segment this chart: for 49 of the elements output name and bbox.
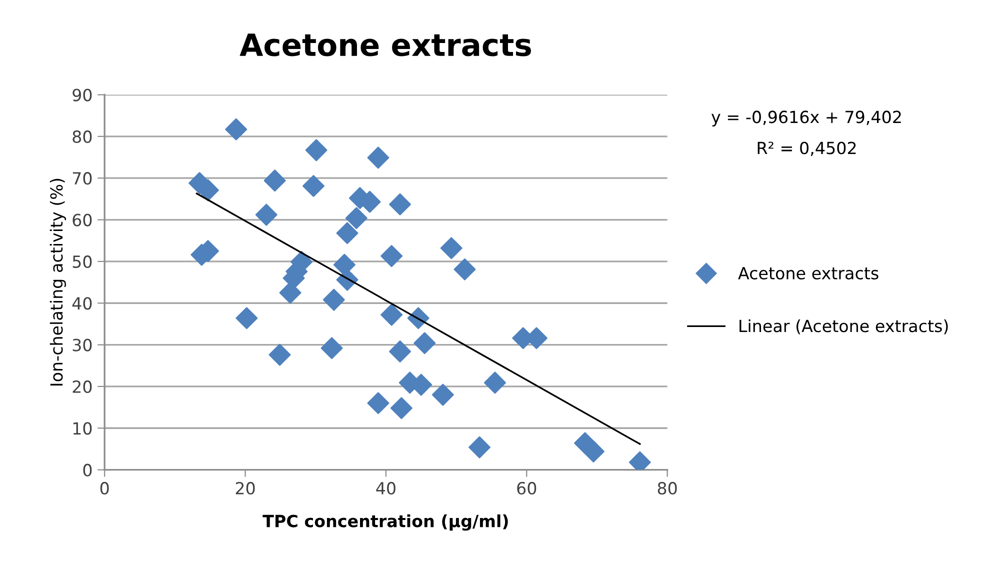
- point: [336, 222, 358, 244]
- legend-label: Acetone extracts: [738, 267, 878, 280]
- x-tick-label: 80: [658, 482, 677, 495]
- point: [305, 139, 328, 162]
- point: [320, 337, 343, 360]
- x-tick-label: 60: [517, 482, 536, 495]
- point: [367, 392, 390, 414]
- x-tick-label: 40: [376, 482, 396, 495]
- point: [389, 193, 412, 216]
- point: [225, 118, 248, 140]
- point: [333, 254, 356, 276]
- point: [389, 340, 412, 362]
- point: [432, 384, 454, 406]
- y-tick-label: 90: [72, 88, 92, 102]
- point: [454, 258, 476, 280]
- y-tick-label: 10: [73, 422, 92, 435]
- point: [582, 440, 604, 462]
- point: [345, 207, 368, 230]
- point: [484, 372, 506, 394]
- y-tick-label: 50: [72, 255, 92, 268]
- point: [302, 175, 324, 198]
- y-tick-label: 20: [72, 380, 92, 394]
- point: [390, 397, 412, 420]
- point: [264, 170, 286, 192]
- point: [255, 204, 278, 226]
- x-tick-label: 20: [236, 482, 255, 495]
- x-axis-title: TPC concentration (µg/ml): [262, 514, 508, 531]
- y-tick-label: 80: [72, 130, 92, 143]
- point: [367, 146, 390, 169]
- point: [268, 344, 291, 366]
- y-axis-title: Ion-chelating activity (%): [50, 178, 66, 386]
- point: [468, 436, 490, 458]
- y-tick-label: 40: [72, 297, 92, 310]
- chart-title: Acetone extracts: [240, 34, 531, 56]
- legend-label: Linear (Acetone extracts): [740, 319, 948, 334]
- point: [380, 245, 403, 268]
- point: [440, 237, 462, 260]
- point: [414, 332, 436, 354]
- point: [380, 304, 403, 326]
- y-tick-label: 70: [72, 172, 92, 185]
- y-tick-label: 60: [72, 214, 92, 226]
- point: [322, 288, 345, 311]
- y-tick-label: 0: [83, 464, 92, 476]
- point: [279, 282, 302, 304]
- text: y = -0,9616x + 79,402: [712, 110, 901, 127]
- y-tick-label: 30: [72, 338, 92, 352]
- text: R² = 0,4502: [758, 142, 856, 156]
- point: [236, 307, 258, 330]
- x-tick-label: 0: [100, 482, 109, 495]
